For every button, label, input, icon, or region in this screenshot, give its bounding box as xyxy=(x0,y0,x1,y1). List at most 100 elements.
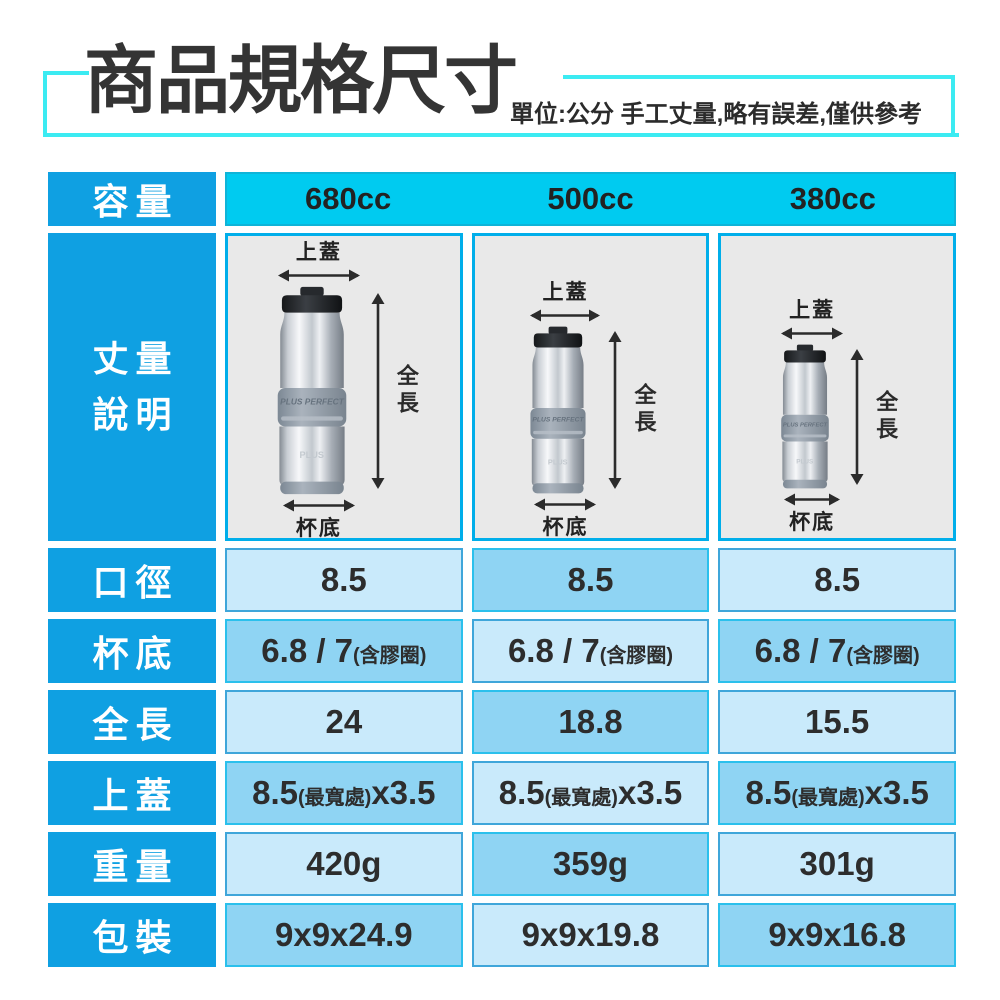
spec-cell: 8.5 xyxy=(471,548,710,612)
spec-value-note: (最寬處) xyxy=(791,787,865,809)
base-measure-group: 杯底 xyxy=(532,494,598,540)
tumbler-measure-group: PLUS PERFECT PLUS 全長 xyxy=(773,344,901,489)
frame-line xyxy=(43,71,47,137)
spec-value-note: (最寬處) xyxy=(297,787,372,809)
row-label-base: 杯底 xyxy=(48,619,216,683)
row-label-caliber: 口徑 xyxy=(48,548,216,612)
capacity-value: 500cc xyxy=(547,181,634,216)
spec-value: 359g xyxy=(552,845,629,882)
height-arrow-icon xyxy=(850,348,864,485)
capacity-value: 380cc xyxy=(789,181,876,216)
full-length-label: 全長 xyxy=(631,383,657,438)
tumbler-680cc-image: PLUS PERFECT PLUS xyxy=(277,287,347,495)
diagram-cell-500cc: 上蓋 PLUS PERFECT PLUS 全長 xyxy=(471,233,710,541)
spec-cell: 8.5 (最寬處) x3.5 xyxy=(718,761,956,825)
base-label: 杯底 xyxy=(295,517,342,541)
row-label-measure-note: 丈量 說明 xyxy=(48,233,216,541)
spec-value-note: (最寬處) xyxy=(544,787,618,809)
spec-table: 容量 680cc 500cc 380cc 丈量 說明 上蓋 xyxy=(48,172,956,967)
svg-text:PLUS PERFECT: PLUS PERFECT xyxy=(783,423,828,429)
lid-label: 上蓋 xyxy=(789,299,836,322)
height-arrow-icon xyxy=(608,331,622,490)
diagram-cell-380cc: 上蓋 PLUS PERFECT PLUS 全長 xyxy=(718,233,956,541)
svg-text:PLUS PERFECT: PLUS PERFECT xyxy=(280,397,345,407)
spec-cell: 18.8 xyxy=(471,690,710,754)
width-arrow-icon xyxy=(277,269,360,282)
spec-cell: 9x9x19.8 xyxy=(471,903,710,967)
tumbler-measure-group: PLUS PERFECT PLUS 全長 xyxy=(266,286,422,495)
diagram-cell-680cc: 上蓋 xyxy=(225,233,463,541)
spec-cell: 15.5 xyxy=(718,690,956,754)
spec-cell: 8.5 (最寬處) x3.5 xyxy=(225,761,463,825)
spec-value: 301g xyxy=(799,845,875,882)
spec-value: x3.5 xyxy=(371,774,436,811)
spec-cell: 420g xyxy=(225,832,463,896)
measure-label-line1: 丈量 xyxy=(92,338,179,380)
height-arrow-icon xyxy=(371,292,385,489)
width-arrow-icon xyxy=(781,327,844,340)
row-label-length: 全長 xyxy=(48,690,216,754)
svg-text:PLUS: PLUS xyxy=(796,459,813,466)
page-title: 商品規格尺寸 xyxy=(84,39,518,122)
spec-value: 9x9x19.8 xyxy=(521,916,660,953)
spec-value-note: (含膠圈) xyxy=(846,645,920,667)
spec-cell: 8.5 xyxy=(225,548,463,612)
spec-value: x3.5 xyxy=(864,774,929,811)
width-arrow-icon xyxy=(282,499,355,512)
spec-value: 9x9x24.9 xyxy=(275,916,413,953)
spec-cell: 8.5 xyxy=(718,548,956,612)
spec-value: 8.5 xyxy=(498,774,545,811)
row-label-weight: 重量 xyxy=(48,832,216,896)
capacity-strip: 680cc 500cc 380cc xyxy=(225,172,956,226)
frame-line xyxy=(951,75,955,137)
base-label: 杯底 xyxy=(542,516,589,540)
measure-label-line2: 說明 xyxy=(92,394,179,435)
spec-value: 8.5 xyxy=(814,561,861,598)
base-label: 杯底 xyxy=(789,511,836,535)
tumbler-500cc-image: PLUS PERFECT PLUS xyxy=(530,326,587,494)
base-measure-group: 杯底 xyxy=(782,489,842,535)
spec-value: 6.8 / 7 xyxy=(507,632,600,669)
spec-value: 18.8 xyxy=(558,703,623,740)
spec-cell: 6.8 / 7 (含膠圈) xyxy=(225,619,463,683)
spec-value: 8.5 xyxy=(252,774,298,811)
lid-measure-group: 上蓋 xyxy=(276,240,362,286)
spec-cell: 9x9x24.9 xyxy=(225,903,463,967)
spec-value: 420g xyxy=(306,845,382,882)
spec-value: 9x9x16.8 xyxy=(768,916,906,953)
lid-label: 上蓋 xyxy=(295,241,342,264)
tumbler-380cc-image: PLUS PERFECT PLUS xyxy=(781,344,829,489)
spec-value: x3.5 xyxy=(617,774,683,811)
spec-cell: 9x9x16.8 xyxy=(718,903,956,967)
svg-text:PLUS PERFECT: PLUS PERFECT xyxy=(533,417,585,424)
tumbler-measure-group: PLUS PERFECT PLUS 全長 xyxy=(521,326,659,494)
width-arrow-icon xyxy=(530,309,601,322)
spec-cell: 8.5 (最寬處) x3.5 xyxy=(471,761,710,825)
width-arrow-icon xyxy=(784,493,841,506)
spec-value: 6.8 / 7 xyxy=(261,632,354,669)
spec-value: 6.8 / 7 xyxy=(754,632,847,669)
spec-cell: 6.8 / 7 (含膠圈) xyxy=(718,619,956,683)
svg-text:PLUS: PLUS xyxy=(299,450,324,460)
spec-value: 8.5 xyxy=(567,561,614,598)
lid-label: 上蓋 xyxy=(542,281,589,304)
base-measure-group: 杯底 xyxy=(281,495,357,541)
width-arrow-icon xyxy=(534,498,597,511)
spec-value: 8.5 xyxy=(745,774,792,811)
lid-measure-group: 上蓋 xyxy=(779,298,845,344)
full-length-label: 全長 xyxy=(873,389,899,444)
spec-cell: 359g xyxy=(471,832,710,896)
row-label-packaging: 包裝 xyxy=(48,903,216,967)
page-subtitle: 單位:公分 手工丈量,略有誤差,僅供參考 xyxy=(510,101,922,128)
spec-value-note: (含膠圈) xyxy=(599,645,674,667)
spec-value: 15.5 xyxy=(805,703,870,740)
capacity-value: 680cc xyxy=(305,181,392,216)
frame-line xyxy=(43,71,89,75)
spec-value: 24 xyxy=(325,703,363,740)
row-label-lid: 上蓋 xyxy=(48,761,216,825)
full-length-label: 全長 xyxy=(393,363,419,418)
spec-cell: 301g xyxy=(718,832,956,896)
row-label-capacity: 容量 xyxy=(48,172,216,226)
lid-measure-group: 上蓋 xyxy=(528,280,602,326)
